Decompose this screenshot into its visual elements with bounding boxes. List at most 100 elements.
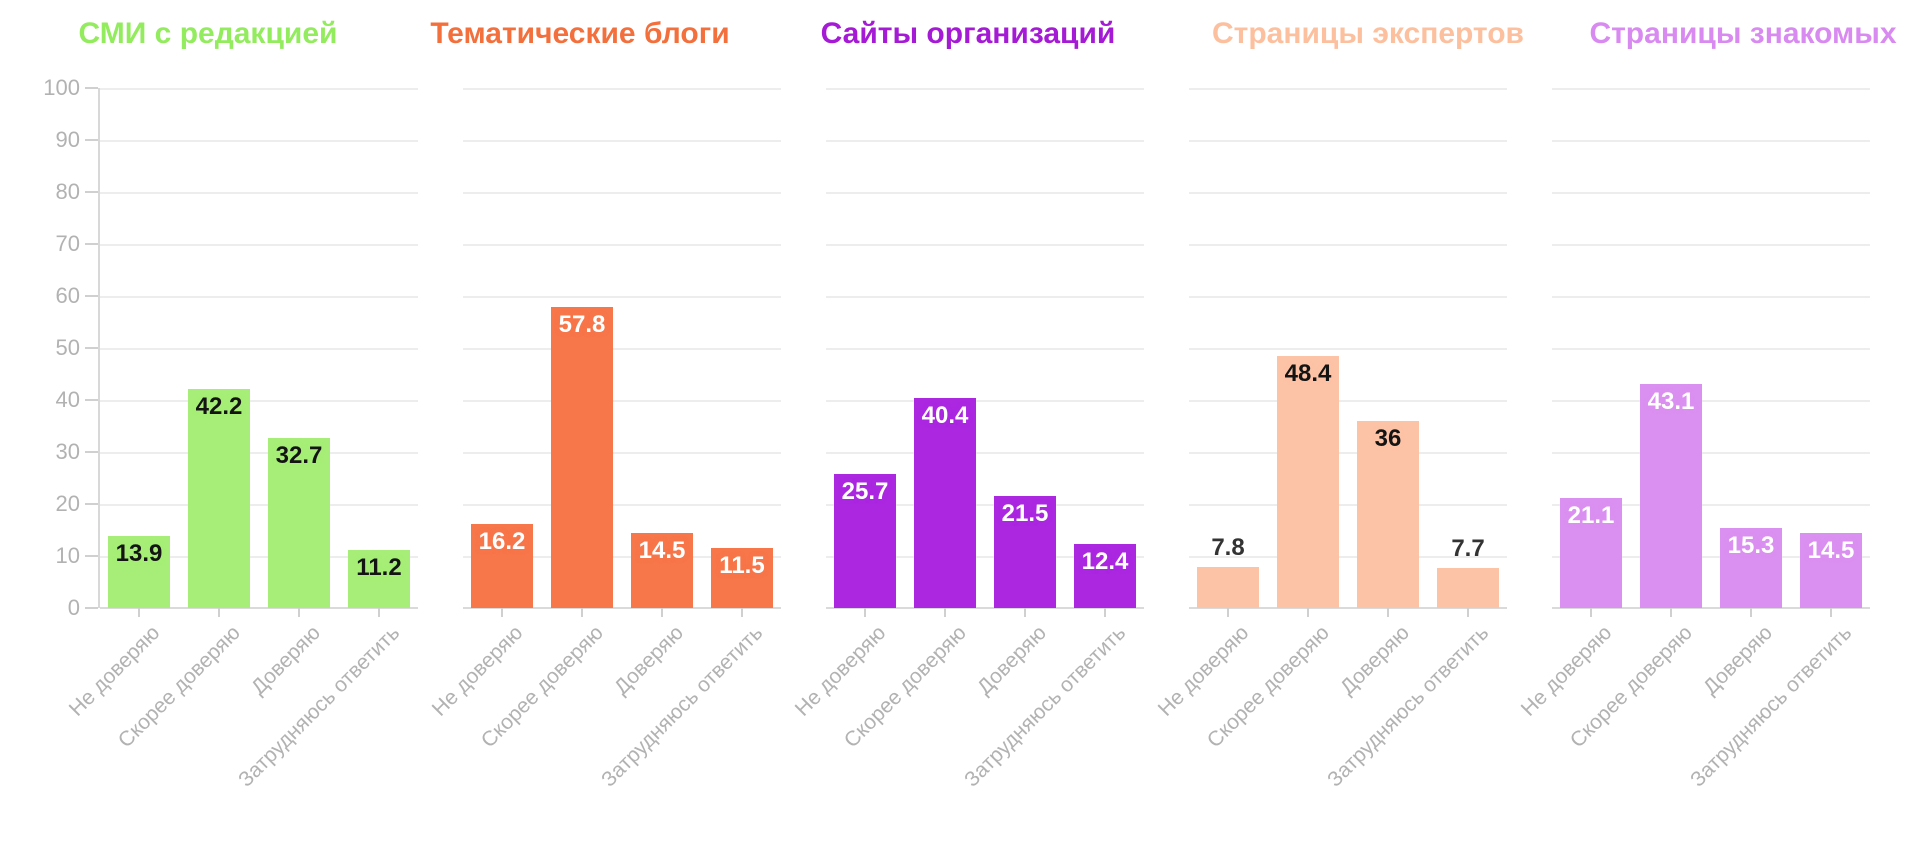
- y-axis-tick: [85, 347, 98, 349]
- y-axis-tick: [85, 191, 98, 193]
- gridline: [1189, 348, 1507, 350]
- bar-value-label: 15.3: [1727, 532, 1775, 560]
- gridline: [463, 504, 781, 506]
- bar: [1437, 567, 1499, 608]
- plot-area: 13.9 Не доверяю 42.2 Скорее доверяю 32.7 Дове…: [65, 88, 418, 791]
- bar: 40.4: [914, 397, 976, 608]
- gridline: [826, 452, 1144, 454]
- gridline: [100, 348, 418, 350]
- gridline: [100, 192, 418, 194]
- bar-value-label: 7.8: [1211, 534, 1245, 562]
- bar-value-label: 12.4: [1081, 547, 1129, 575]
- bar: [1197, 567, 1259, 608]
- y-axis-label: 90: [55, 127, 80, 152]
- gridline: [826, 88, 1144, 90]
- x-axis-tick: [1750, 608, 1752, 617]
- x-axis-label: Затрудняюсь ответить: [960, 621, 1131, 792]
- x-axis-tick: [501, 608, 503, 617]
- x-axis-tick: [661, 608, 663, 617]
- x-axis-tick: [1307, 608, 1309, 617]
- gridline: [1189, 452, 1507, 454]
- panel-title: СМИ с редакцией: [78, 17, 338, 50]
- y-axis-label: 10: [55, 543, 80, 568]
- chart-panel: Тематические блоги 16.2 Не доверяю 57.8 Скор…: [428, 0, 781, 859]
- bar-value-label: 48.4: [1284, 360, 1332, 388]
- bar-value-label: 21.1: [1567, 502, 1615, 530]
- gridline: [1552, 296, 1870, 298]
- x-axis-label: Доверяю: [1335, 621, 1414, 700]
- x-axis-baseline: [463, 607, 781, 609]
- gridline: [1552, 192, 1870, 194]
- x-axis-label: Доверяю: [609, 621, 688, 700]
- panel-title: Страницы знакомых: [1589, 17, 1897, 50]
- gridline: [463, 400, 781, 402]
- bar-value-label: 7.7: [1451, 534, 1485, 562]
- chart-panel: СМИ с редакцией 13.9 Не доверяю 42.2 Скорее …: [65, 0, 418, 859]
- y-axis-tick: [85, 139, 98, 141]
- bar-value-label: 11.2: [356, 553, 402, 581]
- x-axis-label: Затрудняюсь ответить: [234, 621, 405, 792]
- gridline: [1189, 192, 1507, 194]
- gridline: [826, 192, 1144, 194]
- y-axis: 0 10 20 30 40 50 60 70 80 90 100: [0, 77, 99, 619]
- gridline: [826, 140, 1144, 142]
- gridline: [463, 140, 781, 142]
- y-axis-label: 20: [55, 491, 80, 516]
- gridline: [100, 296, 418, 298]
- x-axis-baseline: [1189, 607, 1507, 609]
- gridline: [826, 504, 1144, 506]
- y-axis-label: 50: [55, 335, 80, 360]
- y-axis-tick: [85, 243, 98, 245]
- x-axis-tick: [218, 608, 220, 617]
- bar: 11.2: [348, 549, 410, 608]
- gridline: [463, 556, 781, 558]
- gridline: [1552, 348, 1870, 350]
- x-axis-tick: [944, 608, 946, 617]
- gridline: [1189, 400, 1507, 402]
- x-axis-tick: [581, 608, 583, 617]
- gridline: [1189, 296, 1507, 298]
- gridline: [463, 192, 781, 194]
- x-axis-label: Доверяю: [246, 621, 325, 700]
- gridline: [1552, 140, 1870, 142]
- bar: 11.5: [711, 548, 773, 608]
- plot-area: 7.8 Не доверяю 48.4 Скорее доверяю 36 Доверяю…: [1154, 88, 1507, 791]
- y-axis-tick: [85, 607, 98, 609]
- x-axis-baseline: [100, 607, 418, 609]
- x-axis-label: Доверяю: [972, 621, 1051, 700]
- gridline: [100, 244, 418, 246]
- y-axis-tick: [85, 451, 98, 453]
- gridline: [100, 556, 418, 558]
- chart-panel: Страницы знакомых 21.1 Не доверяю 43.1 Скоре…: [1517, 0, 1897, 859]
- bar-value-label: 32.7: [275, 441, 323, 469]
- bar: 36: [1357, 420, 1419, 608]
- bar: 25.7: [834, 474, 896, 608]
- y-axis-tick: [85, 87, 98, 89]
- gridline: [1552, 400, 1870, 402]
- plot-area: 21.1 Не доверяю 43.1 Скорее доверяю 15.3 Дове…: [1517, 88, 1870, 791]
- panel-title: Тематические блоги: [430, 17, 730, 50]
- gridline: [1189, 88, 1507, 90]
- bar: 16.2: [471, 523, 533, 608]
- x-axis-tick: [864, 608, 866, 617]
- gridline: [1552, 88, 1870, 90]
- x-axis-baseline: [1552, 607, 1870, 609]
- gridline: [100, 504, 418, 506]
- x-axis-tick: [1467, 608, 1469, 617]
- bar: 21.5: [994, 496, 1056, 608]
- bar: 21.1: [1560, 498, 1622, 608]
- gridline: [1189, 556, 1507, 558]
- y-axis-label: 100: [43, 75, 80, 100]
- gridline: [826, 348, 1144, 350]
- x-axis-tick: [298, 608, 300, 617]
- x-axis-label: Затрудняюсь ответить: [1323, 621, 1494, 792]
- bar: 15.3: [1720, 528, 1782, 608]
- bar-value-label: 43.1: [1647, 387, 1695, 415]
- chart-panel: Сайты организаций 25.7 Не доверяю 40.4 Скоре…: [791, 0, 1144, 859]
- x-axis-label: Затрудняюсь ответить: [597, 621, 768, 792]
- bar-value-label: 14.5: [638, 536, 686, 564]
- y-axis-tick: [85, 295, 98, 297]
- x-axis-tick: [1670, 608, 1672, 617]
- gridline: [1552, 556, 1870, 558]
- gridline: [100, 140, 418, 142]
